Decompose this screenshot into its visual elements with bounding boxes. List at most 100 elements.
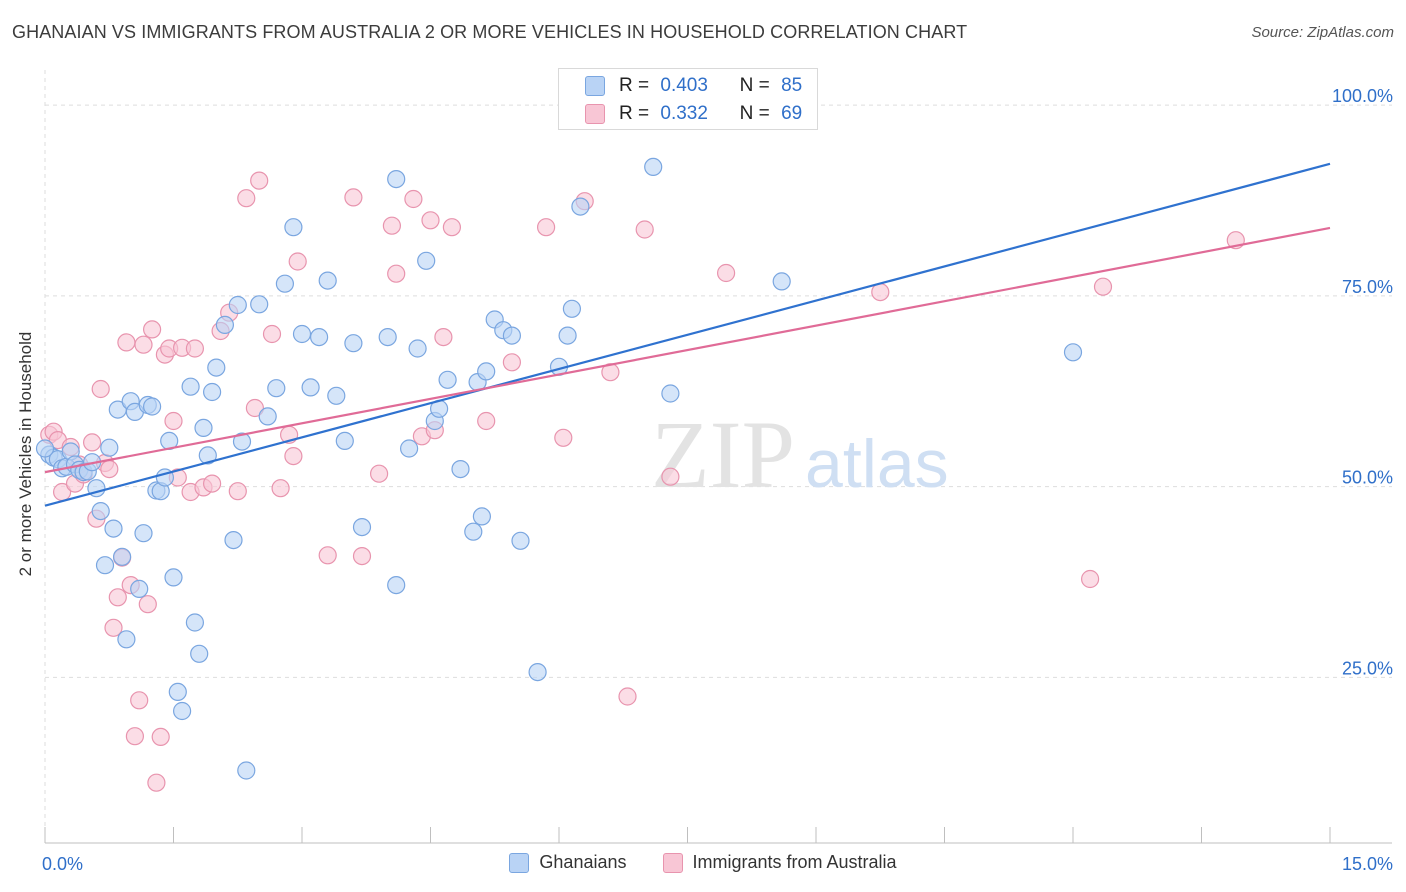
pink-point xyxy=(143,320,162,339)
blue-point xyxy=(190,644,209,663)
blue-point xyxy=(327,386,346,405)
watermark-atlas: atlas xyxy=(805,426,949,502)
pink-point xyxy=(284,447,303,466)
legend-swatch-pink xyxy=(662,852,683,873)
pink-point xyxy=(382,216,401,235)
n-value-blue: 85 xyxy=(781,75,803,96)
blue-point xyxy=(95,556,115,575)
blue-point xyxy=(477,362,496,381)
blue-point xyxy=(292,324,312,344)
pink-point xyxy=(203,474,222,493)
pink-point xyxy=(477,411,496,431)
n-value-pink: 69 xyxy=(781,103,803,124)
blue-point xyxy=(35,439,55,458)
blue-point xyxy=(644,157,663,176)
r-label: R = xyxy=(619,103,650,124)
pink-point xyxy=(104,618,123,637)
chart-title: GHANAIAN VS IMMIGRANTS FROM AUSTRALIA 2 … xyxy=(12,22,968,42)
y-tick-label: 25.0% xyxy=(1342,658,1393,678)
blue-point xyxy=(100,438,119,457)
pink-point xyxy=(352,546,372,566)
trend-lines xyxy=(44,162,1331,507)
legend-label-ghanaians: Ghanaians xyxy=(539,852,627,872)
pink-point xyxy=(130,691,149,710)
blue-point xyxy=(472,507,491,526)
blue-point xyxy=(207,358,226,377)
blue-point xyxy=(310,328,329,347)
pink-point xyxy=(1080,569,1100,589)
blue-point xyxy=(301,378,320,397)
r-value-pink: 0.332 xyxy=(660,103,708,124)
blue-point xyxy=(451,460,470,479)
legend-swatch-blue xyxy=(509,852,530,873)
blue-point xyxy=(1063,343,1083,362)
pink-point xyxy=(138,595,157,614)
blue-point xyxy=(250,295,269,314)
legend-label-australia: Immigrants from Australia xyxy=(692,852,897,872)
blue-point xyxy=(194,418,213,437)
blue-point xyxy=(387,575,406,595)
pink-point xyxy=(147,773,166,792)
pink-point xyxy=(421,211,440,230)
y-tick-label: 100.0% xyxy=(1332,86,1393,106)
pink-point xyxy=(185,339,204,358)
pink-point xyxy=(262,324,282,344)
blue-point xyxy=(267,379,286,398)
blue-point xyxy=(130,579,149,599)
source-label: Source: ZipAtlas.com xyxy=(1251,24,1394,41)
blue-point xyxy=(275,274,294,293)
blue-point xyxy=(104,519,123,538)
pink-point xyxy=(404,189,423,209)
pink-point xyxy=(228,482,247,501)
pink-point xyxy=(635,220,654,239)
legend-item-ghanaians[interactable]: Ghanaians xyxy=(509,852,627,873)
blue-point xyxy=(528,662,547,682)
r-label: R = xyxy=(619,75,650,96)
y-axis-label: 2 or more Vehicles in Household xyxy=(16,331,35,577)
n-label: N = xyxy=(739,103,770,124)
blue-point xyxy=(318,271,337,290)
blue-point xyxy=(198,446,217,465)
blue-point xyxy=(400,439,419,458)
pink-point xyxy=(661,467,680,486)
pink-point xyxy=(91,379,110,399)
blue-point xyxy=(571,197,590,216)
blue-point xyxy=(344,334,363,353)
pink-point xyxy=(370,464,389,483)
pink-point xyxy=(716,263,736,283)
pink-point xyxy=(318,546,337,565)
blue-trend-line xyxy=(44,162,1331,507)
pink-point xyxy=(554,428,573,447)
blue-point xyxy=(91,502,110,521)
blue-point xyxy=(143,397,162,416)
blue-point xyxy=(134,524,153,543)
pink-point xyxy=(502,353,521,372)
legend-item-australia[interactable]: Immigrants from Australia xyxy=(662,852,897,873)
legend-swatch-blue xyxy=(585,76,605,96)
pink-point xyxy=(164,411,183,431)
stats-legend: R = 0.403 N = 85 R = 0.332 N = 69 xyxy=(558,68,818,130)
pink-point xyxy=(125,727,144,746)
blue-point xyxy=(258,407,277,426)
blue-point xyxy=(215,315,234,334)
pink-trend-line xyxy=(44,226,1331,474)
pink-point xyxy=(250,171,269,190)
pink-point xyxy=(134,335,153,354)
pink-point xyxy=(245,398,264,418)
pink-point xyxy=(387,264,406,283)
pink-point xyxy=(618,687,637,706)
blue-point xyxy=(562,299,582,318)
blue-point xyxy=(117,630,136,649)
blue-point xyxy=(168,682,187,702)
pink-point xyxy=(344,188,363,207)
y-tick-label: 50.0% xyxy=(1342,468,1393,488)
pink-point xyxy=(434,328,453,347)
blue-point xyxy=(558,326,577,345)
blue-point xyxy=(112,547,132,566)
blue-point xyxy=(661,384,680,403)
blue-point xyxy=(232,432,252,451)
x-axis-ticks xyxy=(44,827,1331,843)
pink-point xyxy=(271,479,290,498)
r-value-blue: 0.403 xyxy=(660,75,708,96)
